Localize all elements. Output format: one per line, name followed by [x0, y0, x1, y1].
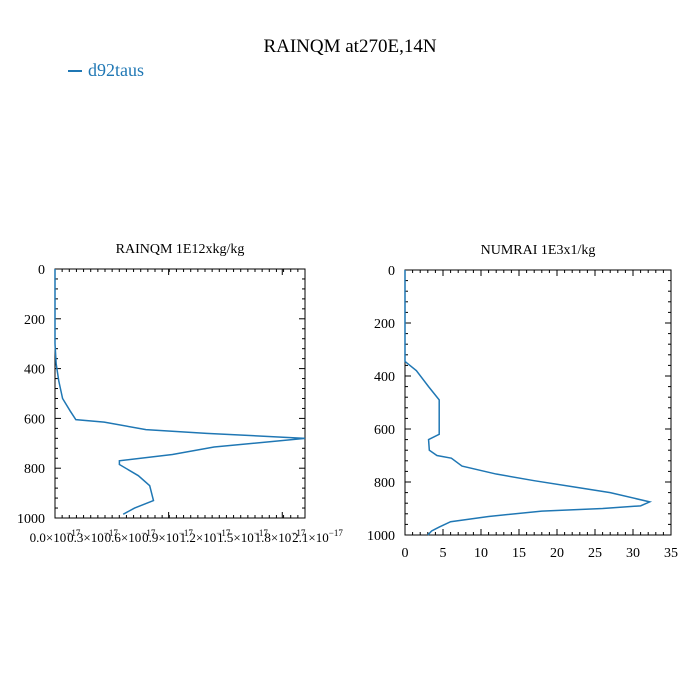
panel2-ytick-label: 0: [388, 264, 395, 279]
panel2-xtick-label: 30: [626, 546, 640, 561]
panel1-ytick-label: 1000: [17, 512, 45, 527]
panel1-xtick-label: 0.6×10−17: [105, 528, 156, 545]
panel2-series-line: [404, 270, 653, 536]
panel1-ytick-label: 400: [24, 363, 45, 378]
panel2-xtick-label: 5: [440, 546, 447, 561]
panel2-title: NUMRAI 1E3x1/kg: [481, 243, 596, 258]
panel1-ytick-label: 200: [24, 313, 45, 328]
panel1-ytick-label: 800: [24, 462, 45, 477]
panel2-xtick-label: 20: [550, 546, 564, 561]
panel2-xtick-label: 0: [402, 546, 409, 561]
panel1-ytick-label: 0: [38, 263, 45, 278]
panel2-xtick-label: 15: [512, 546, 526, 561]
panel1-xtick-label: 1.8×10−17: [255, 528, 306, 545]
panel1-series-line: [54, 269, 306, 515]
panel2-xtick-label: 35: [664, 546, 678, 561]
panel2-xtick-label: 25: [588, 546, 602, 561]
panel1-xtick-label: 1.5×10−17: [217, 528, 268, 545]
panel2-frame: [404, 269, 672, 536]
figure-title: RAINQM at270E,14N: [263, 36, 437, 57]
panel1-xtick-label: 0.3×10−17: [67, 528, 118, 545]
panel2-ytick-label: 400: [374, 370, 395, 385]
panel1-xtick-label: 0.0×10−17: [30, 528, 81, 545]
panel2-ytick-label: 600: [374, 423, 395, 438]
panel1-frame: [54, 268, 306, 519]
panel2-ytick-label: 800: [374, 476, 395, 491]
panel1-xtick-label: 2.1×10−17: [292, 528, 343, 545]
panel1-xtick-label: 1.2×10−17: [180, 528, 231, 545]
panel2-ytick-label: 1000: [367, 529, 395, 544]
panel2-xtick-label: 10: [474, 546, 488, 561]
panel1-xtick-label: 0.9×10−17: [142, 528, 193, 545]
legend-label: d92taus: [88, 60, 144, 80]
legend-line-swatch: [68, 69, 82, 72]
panel1-ytick-label: 600: [24, 412, 45, 427]
panel1-title: RAINQM 1E12xkg/kg: [116, 242, 245, 257]
panel2-ytick-label: 200: [374, 317, 395, 332]
legend: d92taus: [68, 60, 144, 81]
